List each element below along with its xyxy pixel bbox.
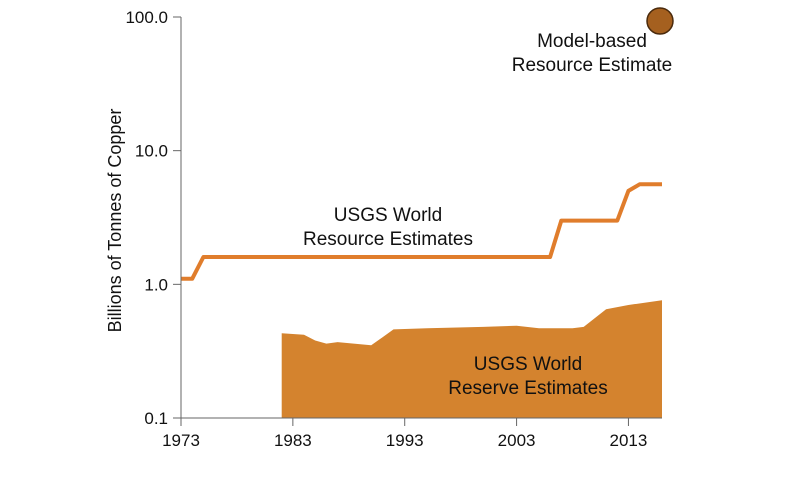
y-tick-label: 10.0 — [135, 142, 168, 161]
resource-estimates-label-line: USGS World — [334, 205, 442, 226]
x-tick-label: 2003 — [498, 431, 536, 450]
x-tick-label: 1993 — [386, 431, 424, 450]
y-axis-title: Billions of Tonnes of Copper — [105, 109, 125, 333]
y-tick-label: 1.0 — [144, 275, 168, 294]
reserve-estimates-label-line: USGS World — [474, 354, 582, 375]
x-tick-label: 2013 — [610, 431, 648, 450]
model-based-estimate-label-line: Resource Estimate — [512, 55, 673, 76]
reserve-estimates-label: USGS World Reserve Estimates — [448, 354, 607, 399]
x-tick-label: 1973 — [162, 431, 200, 450]
model-based-estimate-point — [646, 7, 674, 35]
resource-estimates-line — [181, 182, 662, 281]
reserve-estimates-label-line: Reserve Estimates — [448, 378, 607, 399]
reserve-estimates-area — [281, 300, 662, 418]
y-tick-label: 100.0 — [125, 8, 168, 27]
x-tick-label: 1983 — [274, 431, 312, 450]
y-tick-label: 0.1 — [144, 409, 168, 428]
resource-estimates-label: USGS World Resource Estimates — [303, 205, 473, 250]
resource-estimates-label-line: Resource Estimates — [303, 229, 473, 250]
model-based-estimate-label: Model-based Resource Estimate — [512, 31, 673, 76]
model-based-estimate-label-line: Model-based — [537, 31, 647, 52]
